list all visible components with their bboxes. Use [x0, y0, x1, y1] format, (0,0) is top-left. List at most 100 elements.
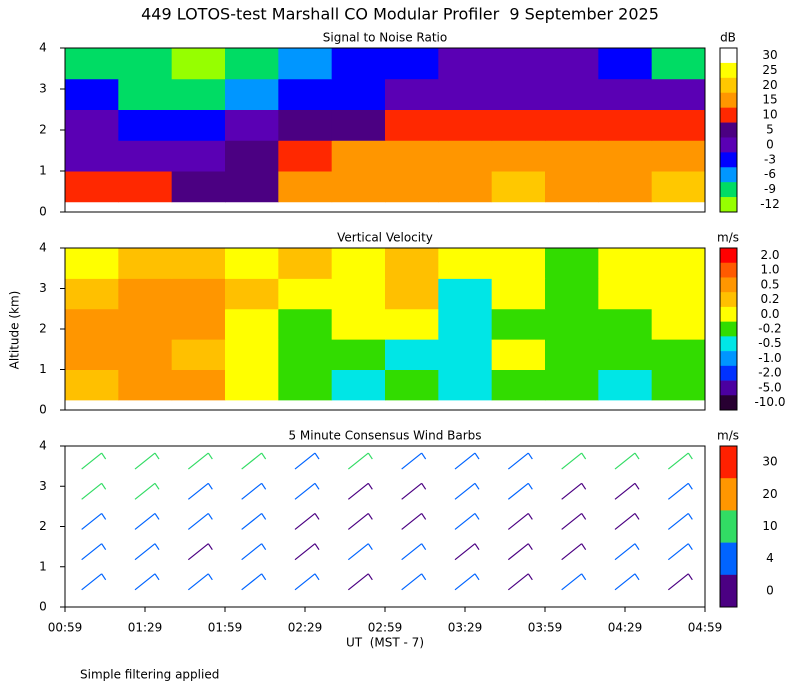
wind-barb	[401, 482, 427, 500]
wind-barb	[667, 543, 693, 561]
heat-cell	[171, 171, 226, 203]
heat-cell	[438, 308, 493, 340]
wind-barb	[241, 513, 267, 530]
colorbar-label: 0.5	[760, 277, 779, 291]
wind-barb	[81, 513, 107, 530]
heat-cell	[438, 248, 493, 279]
wind-barb	[667, 513, 693, 530]
heat-cell	[545, 109, 599, 141]
heat-cell	[65, 140, 119, 172]
x-tick-label: 02:59	[368, 621, 403, 635]
wind-barb	[401, 573, 427, 591]
heat-cell	[118, 308, 173, 340]
colorbar-label: 0.2	[760, 292, 779, 306]
heat-cell	[331, 140, 386, 172]
heat-cell	[278, 48, 333, 80]
colorbar-swatch	[720, 77, 737, 94]
wind-barb	[187, 543, 213, 561]
heat-cell	[331, 48, 386, 80]
heat-cell	[651, 308, 706, 340]
heat-cell	[385, 109, 439, 141]
colorbar-swatch	[720, 262, 737, 278]
heat-cell	[438, 369, 493, 401]
heat-cell	[385, 308, 439, 340]
heat-cell	[491, 171, 546, 203]
heat-cell	[598, 78, 653, 110]
heat-cell	[651, 48, 706, 80]
heat-cell	[491, 78, 546, 110]
colorbar-label: 20	[762, 78, 777, 92]
heat-cell	[385, 248, 439, 279]
colorbar-swatch	[720, 351, 737, 367]
heat-cell	[118, 78, 173, 110]
colorbar-swatch	[720, 48, 737, 64]
wind-barb	[507, 513, 533, 530]
heat-cell	[225, 369, 279, 401]
colorbar-swatch	[720, 380, 737, 396]
colorbar-swatch	[720, 365, 737, 381]
x-tick-label: 00:59	[48, 621, 83, 635]
x-tick-label: 03:29	[448, 621, 483, 635]
colorbar-label: 0	[766, 137, 774, 151]
heat-cell	[651, 109, 706, 141]
heat-cell	[331, 109, 386, 141]
heat-cell	[651, 278, 706, 310]
wind-barb	[187, 513, 213, 530]
heat-cell	[545, 339, 599, 370]
heat-cell	[278, 278, 333, 310]
heat-cell	[171, 78, 226, 110]
heat-cell	[438, 171, 493, 203]
heat-cell	[385, 48, 439, 80]
wind-barb	[241, 543, 267, 561]
wind-barb	[454, 573, 480, 591]
colorbar-swatch	[720, 321, 737, 337]
wind-barb	[507, 482, 533, 500]
wind-barb	[294, 482, 320, 500]
colorbar-label: 5	[766, 123, 774, 137]
wind-barb	[347, 513, 373, 530]
heat-cell	[598, 109, 653, 141]
x-tick-label: 03:59	[528, 621, 563, 635]
wind-barb	[187, 482, 213, 500]
heat-cell	[278, 308, 333, 340]
colorbar-label: -6	[764, 167, 776, 181]
heat-cell	[331, 278, 386, 310]
heat-cell	[651, 248, 706, 279]
heat-cell	[171, 109, 226, 141]
y-tick-label: 4	[39, 41, 47, 55]
wind-barb	[401, 513, 427, 530]
wind-barb	[561, 573, 587, 591]
x-tick-label: 04:29	[608, 621, 643, 635]
heat-cell	[545, 278, 599, 310]
colorbar-label: 20	[762, 487, 777, 501]
wind-barb	[294, 543, 320, 561]
heat-cell	[385, 339, 439, 370]
wind-barb	[507, 543, 533, 561]
heat-cell	[118, 171, 173, 203]
colorbar-label: 0	[766, 583, 774, 597]
colorbar-swatch	[720, 122, 737, 138]
heat-cell	[65, 48, 119, 80]
wind-barb	[347, 543, 373, 561]
wind-barb	[454, 513, 480, 530]
wind-barb	[187, 452, 213, 470]
heat-cell	[545, 48, 599, 80]
colorbar-swatch	[720, 542, 737, 576]
colorbar-swatch	[720, 277, 737, 293]
heat-cell	[598, 171, 653, 203]
colorbar-swatch	[720, 92, 737, 108]
colorbar-label: -2.0	[758, 366, 781, 380]
wind-barb	[134, 513, 160, 530]
heat-cell	[651, 140, 706, 172]
heat-cell	[491, 248, 546, 279]
colorbar-swatch	[720, 306, 737, 322]
heat-cell	[545, 308, 599, 340]
wind-barb	[241, 452, 267, 470]
wind-barb	[401, 543, 427, 561]
wind-barb	[401, 452, 427, 470]
heat-cell	[118, 339, 173, 370]
colorbar-swatch	[720, 248, 737, 264]
colorbar-swatch	[720, 152, 737, 168]
wind-barb	[614, 513, 640, 530]
colorbar-unit: m/s	[717, 429, 739, 443]
